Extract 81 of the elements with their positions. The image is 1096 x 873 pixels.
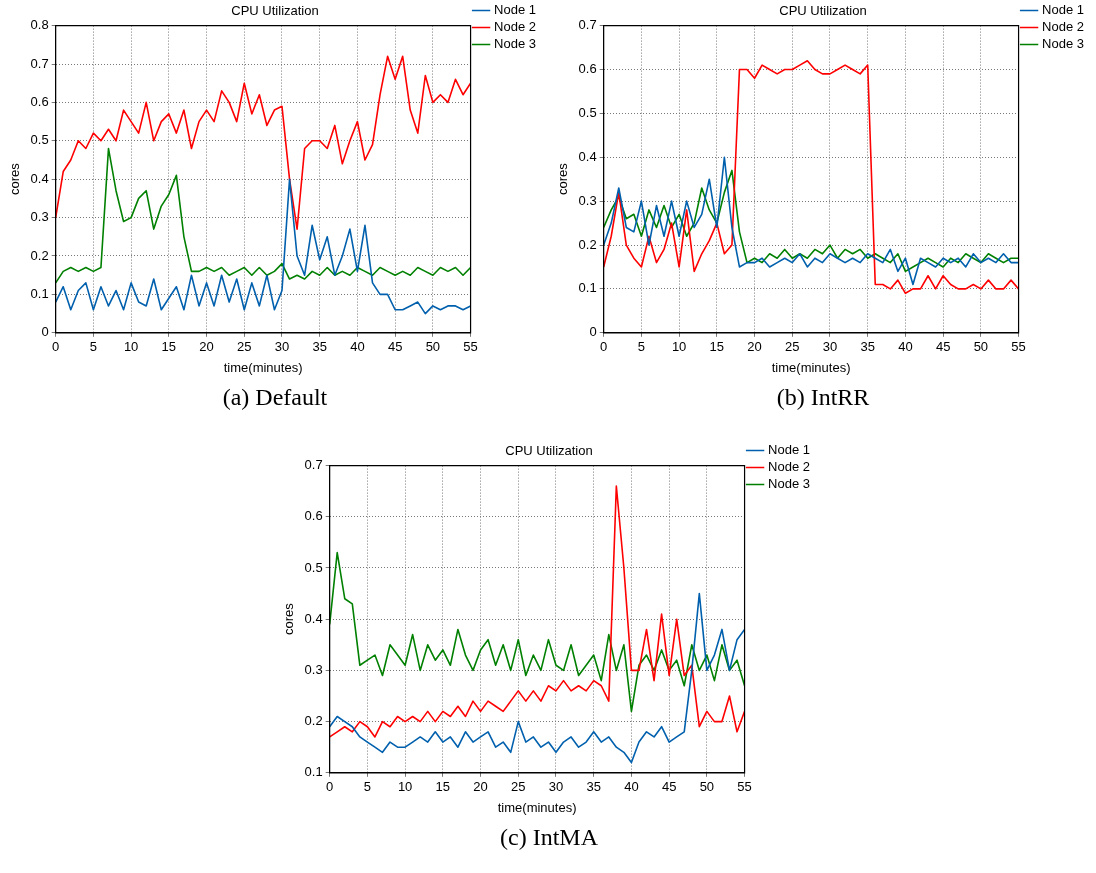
x-tick-label: 10 [671, 339, 687, 355]
x-tick-label: 45 [661, 779, 677, 795]
y-axis-title: cores [281, 602, 297, 636]
y-axis-title: cores [555, 162, 571, 196]
legend-label: Node 2 [494, 19, 536, 35]
y-tick-label: 0.2 [30, 247, 49, 263]
y-tick-label: 0.7 [304, 457, 323, 473]
chart-title: CPU Utilization [505, 443, 593, 459]
x-tick-label: 55 [737, 779, 752, 795]
x-tick-label: 40 [898, 339, 913, 355]
legend-label: Node 1 [1042, 2, 1084, 18]
x-tick-label: 50 [973, 339, 989, 355]
chart-title: CPU Utilization [779, 3, 867, 19]
legend-label: Node 1 [768, 442, 810, 458]
x-tick-label: 20 [747, 339, 762, 355]
x-tick-label: 40 [350, 339, 365, 355]
y-tick-label: 0.4 [578, 148, 597, 164]
x-tick-label: 45 [387, 339, 403, 355]
x-tick-label: 5 [637, 339, 646, 355]
y-tick-label: 0.3 [304, 661, 323, 677]
y-tick-label: 0.1 [578, 280, 597, 296]
text: (b) IntRR [775, 384, 871, 411]
x-axis-title: time(minutes) [223, 359, 303, 375]
legend-label: Node 2 [1042, 19, 1084, 35]
x-tick-label: 35 [860, 339, 875, 355]
x-tick-label: 15 [709, 339, 725, 355]
y-tick-label: 0.4 [304, 610, 323, 626]
y-tick-label: 0.6 [30, 93, 49, 109]
y-tick-label: 0.6 [578, 61, 597, 77]
x-tick-label: 40 [624, 779, 639, 795]
x-tick-label: 25 [511, 779, 526, 795]
x-tick-label: 0 [600, 339, 608, 355]
x-tick-label: 25 [785, 339, 800, 355]
x-tick-label: 15 [435, 779, 451, 795]
y-tick-label: 0.2 [304, 713, 323, 729]
x-tick-label: 0 [52, 339, 60, 355]
x-axis-title: time(minutes) [497, 799, 577, 815]
x-tick-label: 10 [123, 339, 139, 355]
y-tick-label: 0.4 [30, 170, 49, 186]
x-axis-title: time(minutes) [771, 359, 851, 375]
x-tick-label: 30 [548, 779, 564, 795]
legend-label: Node 2 [768, 459, 810, 475]
y-tick-label: 0.6 [304, 508, 323, 524]
x-tick-label: 5 [89, 339, 98, 355]
y-axis-title: cores [7, 162, 23, 196]
y-tick-label: 0.5 [578, 104, 597, 120]
y-tick-label: 0.1 [304, 764, 323, 780]
x-tick-label: 15 [161, 339, 177, 355]
legend-label: Node 3 [1042, 36, 1084, 52]
y-tick-label: 0.8 [30, 17, 49, 33]
x-tick-label: 35 [586, 779, 601, 795]
y-tick-label: 0 [41, 324, 49, 340]
x-tick-label: 55 [463, 339, 478, 355]
legend-label: Node 3 [494, 36, 536, 52]
text: (a) Default [221, 384, 329, 411]
y-tick-label: 0.3 [30, 209, 49, 225]
x-tick-label: 0 [326, 779, 334, 795]
x-tick-label: 50 [699, 779, 715, 795]
y-tick-label: 0.5 [30, 132, 49, 148]
x-tick-label: 30 [822, 339, 838, 355]
x-tick-label: 20 [199, 339, 214, 355]
text: (c) IntMA [499, 824, 599, 851]
x-tick-label: 50 [425, 339, 441, 355]
y-tick-label: 0.1 [30, 285, 49, 301]
legend-label: Node 1 [494, 2, 536, 18]
x-tick-label: 5 [363, 779, 372, 795]
x-tick-label: 10 [397, 779, 413, 795]
x-tick-label: 25 [237, 339, 252, 355]
x-tick-label: 55 [1011, 339, 1026, 355]
x-tick-label: 45 [935, 339, 951, 355]
y-tick-label: 0.5 [304, 559, 323, 575]
x-tick-label: 35 [312, 339, 327, 355]
y-tick-label: 0.7 [578, 17, 597, 33]
chart-title: CPU Utilization [231, 3, 319, 19]
x-tick-label: 20 [473, 779, 488, 795]
y-tick-label: 0.7 [30, 55, 49, 71]
x-tick-label: 30 [274, 339, 290, 355]
y-tick-label: 0.3 [578, 192, 597, 208]
y-tick-label: 0.2 [578, 236, 597, 252]
y-tick-label: 0 [589, 324, 597, 340]
legend-label: Node 3 [768, 476, 810, 492]
